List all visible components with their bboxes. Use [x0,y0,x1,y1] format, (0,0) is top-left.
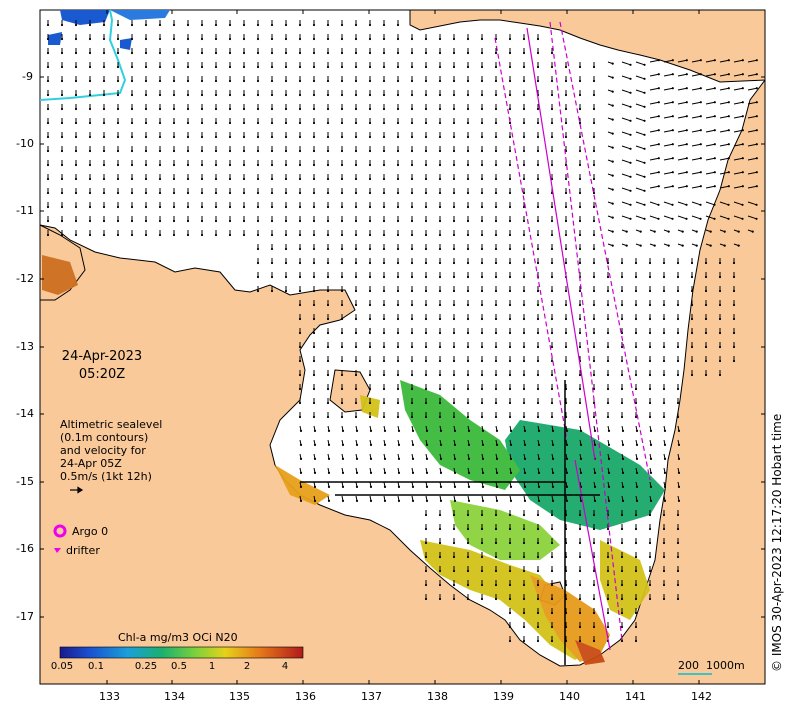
drifter-marker-icon [54,548,61,553]
transect-lines [300,380,600,665]
lat-tick-label: -12 [16,272,34,285]
lat-tick-label: -15 [16,475,34,488]
date-label: 24-Apr-2023 05:20Z [57,348,147,384]
legend-line-1: Altimetric sealevel [60,418,163,431]
scale-label-right: 1000m [706,659,745,672]
argo-marker-icon [53,524,67,538]
new-guinea-landmass [409,9,766,83]
lat-tick-label: -10 [16,137,34,150]
lon-tick-label: 134 [164,690,185,703]
lon-tick-label: 135 [229,690,250,703]
legend-line-3: and velocity for [60,444,146,457]
colorbar-tick-label: 0.1 [88,661,104,672]
lat-tick-label: -13 [16,340,34,353]
lat-tick-label: -9 [22,70,33,83]
credit-text: © IMOS 30-Apr-2023 12:17:20 Hobart time [770,413,784,672]
legend-line-2: (0.1m contours) [60,431,149,444]
lat-tick-label: -17 [16,610,34,623]
lon-tick-label: 141 [625,690,646,703]
lat-tick-label: -11 [16,204,34,217]
lon-tick-label: 136 [295,690,316,703]
colorbar-title: Chl-a mg/m3 OCi N20 [118,631,238,644]
colorbar-tick-label: 4 [281,661,289,672]
lon-tick-label: 137 [361,690,382,703]
argo-label: Argo 0 [72,525,109,538]
deep-water-chl-patch [48,10,170,50]
lat-tick-label: -16 [16,542,34,555]
lat-tick-label: -14 [16,407,34,420]
cyan-boundary-line [39,9,127,101]
lon-tick-label: 139 [493,690,514,703]
lon-tick-label: 133 [99,690,120,703]
lon-tick-label: 142 [691,690,712,703]
velocity-arrows [46,20,758,643]
velocity-legend: Altimetric sealevel (0.1m contours) and … [60,418,162,483]
axis-ticks [40,10,765,684]
lon-tick-label: 138 [427,690,448,703]
drifter-label: drifter [66,544,100,557]
scale-label-left: 200 [678,659,699,672]
colorbar-tick-label: 0.05 [50,661,74,672]
colorbar-tick-label: 1 [208,661,216,672]
lon-tick-label: 140 [559,690,580,703]
legend-line-5: 0.5m/s (1kt 12h) [60,470,152,483]
legend-line-4: 24-Apr 05Z [60,457,122,470]
colorbar-tick-label: 0.25 [134,661,158,672]
chlorophyll-layer [42,255,665,665]
colorbar [59,646,304,659]
satellite-tracks [494,21,651,651]
time-text: 05:20Z [78,367,126,382]
colorbar-tick-label: 0.5 [171,661,187,672]
date-text: 24-Apr-2023 [61,349,143,364]
velocity-scale-arrow [70,486,84,494]
colorbar-tick-label: 2 [243,661,251,672]
